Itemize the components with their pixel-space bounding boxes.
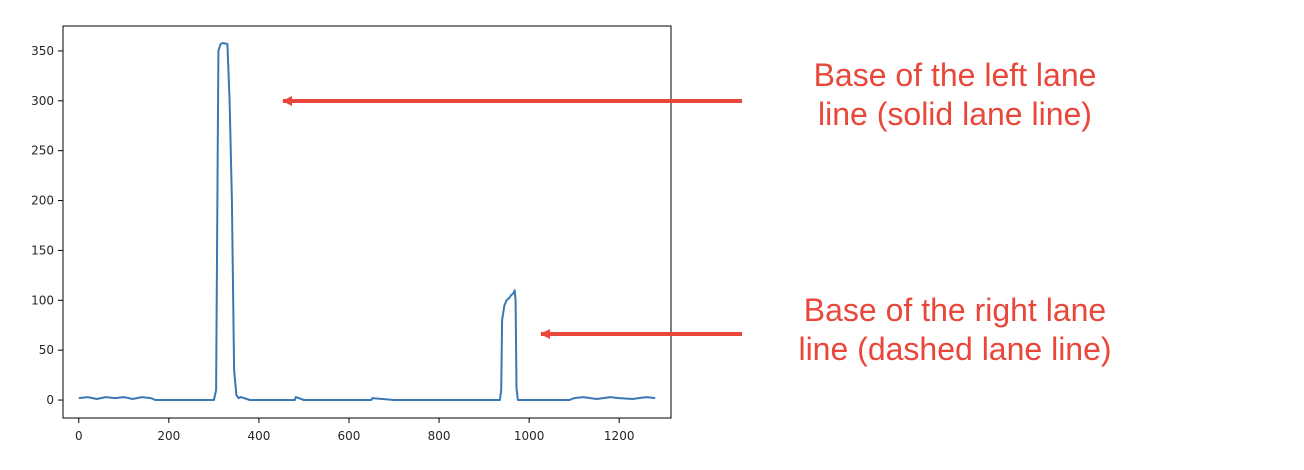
annotation-right-line1: Base of the right lane	[803, 292, 1107, 328]
y-axis: 0 50 100 150 200 250 300 350	[31, 44, 63, 407]
x-axis: 0 200 400 600 800 1000 1200	[75, 418, 635, 443]
x-tick-label: 1000	[514, 429, 545, 443]
annotation-left-line1: Base of the left lane	[813, 57, 1097, 93]
annotation-left-line2: line (solid lane line)	[818, 96, 1092, 132]
x-tick-label: 200	[157, 429, 180, 443]
x-tick-label: 0	[75, 429, 83, 443]
x-tick-label: 400	[247, 429, 270, 443]
y-tick-label: 50	[39, 343, 54, 357]
annotation-left-lane: Base of the left lane line (solid lane l…	[770, 56, 1140, 134]
x-tick-label: 600	[338, 429, 361, 443]
series-line	[78, 42, 656, 401]
y-tick-label: 300	[31, 94, 54, 108]
y-tick-label: 100	[31, 293, 54, 307]
y-tick-label: 150	[31, 243, 54, 257]
y-tick-label: 0	[46, 393, 54, 407]
annotation-right-line2: line (dashed lane line)	[798, 331, 1112, 367]
x-tick-label: 800	[428, 429, 451, 443]
y-tick-label: 350	[31, 44, 54, 58]
plot-frame	[62, 25, 672, 419]
annotation-right-lane: Base of the right lane line (dashed lane…	[760, 291, 1150, 369]
x-tick-label: 1200	[604, 429, 635, 443]
y-tick-label: 200	[31, 194, 54, 208]
y-tick-label: 250	[31, 144, 54, 158]
